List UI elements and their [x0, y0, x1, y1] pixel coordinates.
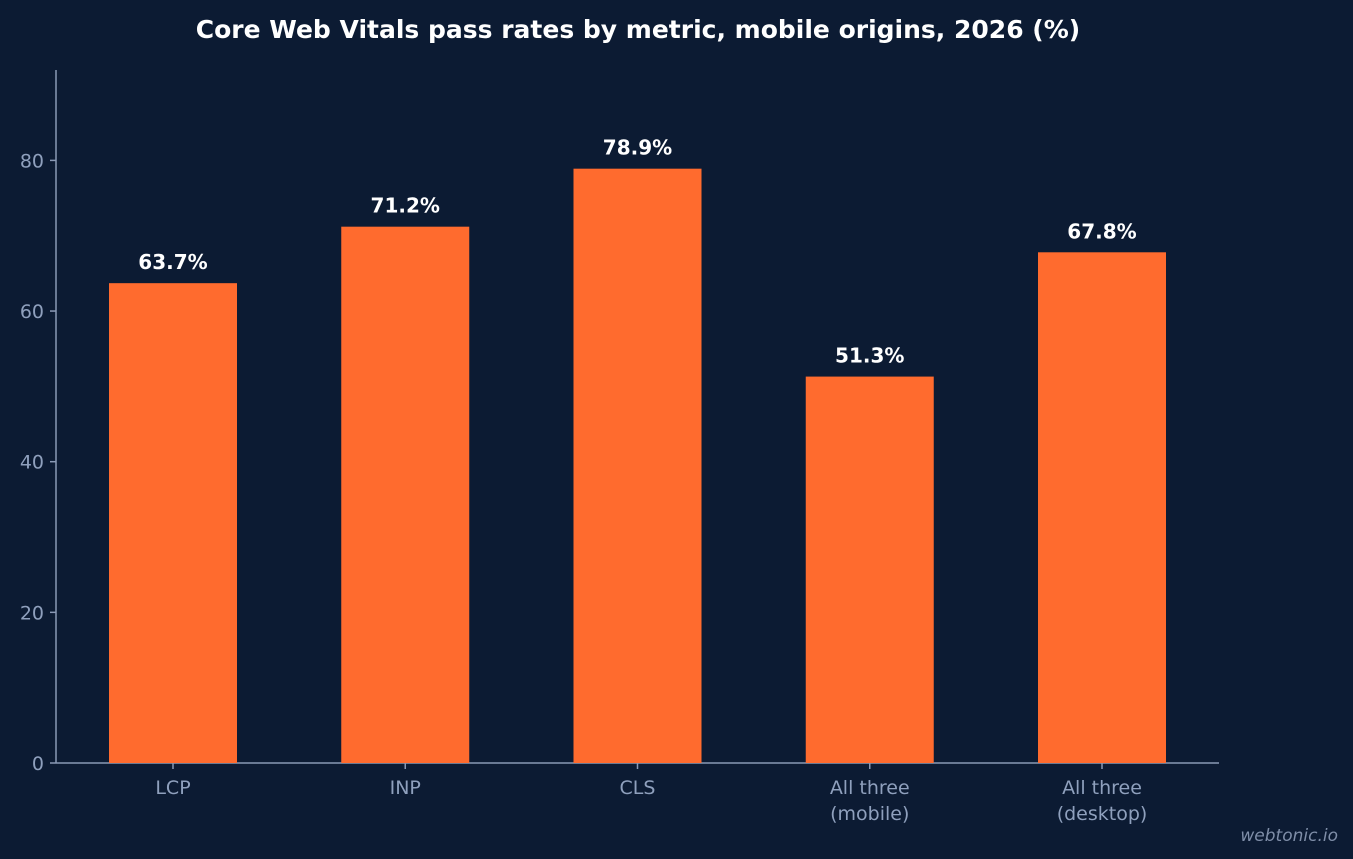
chart-title: Core Web Vitals pass rates by metric, mo… — [196, 15, 1080, 44]
bars-group — [109, 168, 1166, 764]
x-tick-label: All three (desktop) — [1057, 777, 1148, 825]
bar-value-label: 51.3% — [835, 344, 904, 368]
x-tick-label: LCP — [155, 777, 190, 799]
watermark: webtonic.io — [1240, 826, 1338, 846]
y-tick-label: 60 — [20, 301, 44, 323]
bar-value-label: 63.7% — [138, 250, 207, 274]
y-tick-label: 80 — [20, 150, 44, 172]
bar-value-label: 71.2% — [371, 194, 440, 218]
bar — [805, 376, 934, 763]
y-axis: 0 20 40 60 80 — [20, 70, 57, 775]
x-tick-label: CLS — [620, 777, 656, 799]
bar — [573, 168, 702, 763]
y-tick-label: 0 — [32, 753, 44, 775]
bar — [1038, 252, 1166, 763]
bar — [341, 226, 470, 764]
y-tick-label: 20 — [20, 602, 44, 624]
bar — [109, 283, 237, 763]
x-tick-label: All three (mobile) — [830, 777, 910, 825]
x-tick-label: INP — [390, 777, 421, 799]
bar-value-label: 67.8% — [1067, 219, 1136, 243]
bar-value-label: 78.9% — [603, 136, 672, 160]
y-tick-label: 40 — [20, 452, 44, 474]
value-labels-group: 63.7% 71.2% 78.9% 51.3% 67.8% — [138, 136, 1136, 368]
x-axis: LCP INP CLS All three (mobile) All three (desk… — [56, 762, 1219, 825]
